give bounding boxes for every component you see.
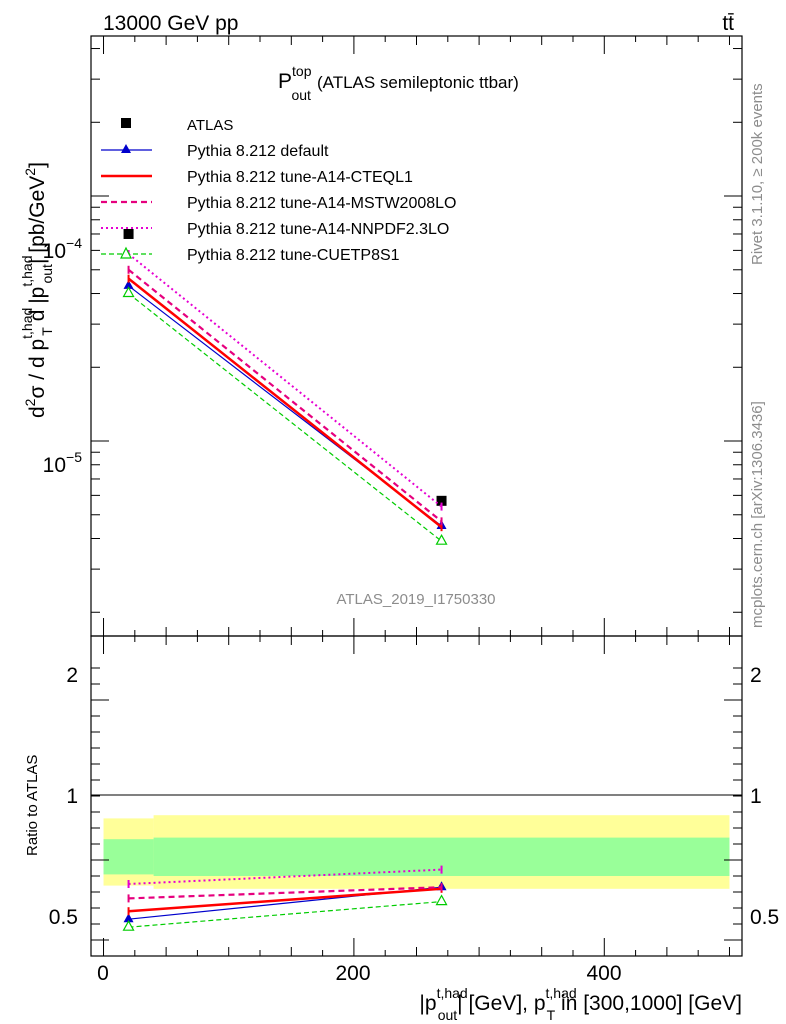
triangle-marker <box>123 279 134 289</box>
process-label: tt̄ <box>722 12 734 35</box>
ytick-label-1e-5: 10−5 <box>43 449 83 477</box>
main-y-axis-label: d2σ / d pt,had T d |pt,had out| [pb/GeV2] <box>19 162 55 418</box>
main-ticks <box>91 36 742 636</box>
ratio-ytick-05-right: 0.5 <box>750 906 779 929</box>
atlas-data-point <box>123 228 134 239</box>
svg-text:Pythia 8.212 default: Pythia 8.212 default <box>187 143 329 160</box>
main-series-line-4 <box>127 253 443 508</box>
xtick-label-200: 200 <box>335 962 370 985</box>
ratio-series-line-4 <box>128 901 442 928</box>
ratio-series-line-1 <box>128 887 442 913</box>
ratio-uncertainty-bands <box>103 815 730 889</box>
ratio-ytick-2-left: 2 <box>66 664 78 687</box>
legend-entry-mstw2008lo: Pythia 8.212 tune-A14-MSTW2008LO <box>101 195 456 212</box>
main-series <box>122 228 448 545</box>
main-panel: 10−4 10−5 Ptop out(ATLAS semileptonic ttb… <box>19 35 743 637</box>
xtick-label-0: 0 <box>97 962 109 985</box>
atlas-data-point <box>436 495 447 506</box>
triangle-open-marker <box>435 533 448 545</box>
ratio-ytick-1-right: 1 <box>750 785 762 808</box>
ratio-panel: 2 1 0.5 2 1 0.5 0 200 400 Ratio to ATLAS… <box>24 635 779 1023</box>
main-series-line-3 <box>127 268 443 523</box>
ratio-ytick-1-left: 1 <box>66 785 78 808</box>
svg-text:Pythia 8.212 tune-A14-MSTW2008: Pythia 8.212 tune-A14-MSTW2008LO <box>187 195 456 212</box>
ytick-label-1e-4: 10−4 <box>43 235 83 263</box>
mcplots-label: mcplots.cern.ch [arXiv:1306.3436] <box>749 401 766 628</box>
legend: ATLAS Pythia 8.212 default Pythia 8.212 … <box>101 117 456 264</box>
ratio-ytick-2-right: 2 <box>750 664 762 687</box>
svg-text:Pythia 8.212 tune-A14-CTEQL1: Pythia 8.212 tune-A14-CTEQL1 <box>187 169 413 186</box>
ratio-series <box>122 865 448 931</box>
ratio-ytick-05-left: 0.5 <box>49 906 78 929</box>
chart-title: Ptop out(ATLAS semileptonic ttbar) <box>278 63 519 103</box>
legend-entry-default: Pythia 8.212 default <box>101 143 329 160</box>
triangle-open-marker <box>435 894 448 906</box>
main-series-line-2 <box>127 277 443 529</box>
ratio-y-axis-label: Ratio to ATLAS <box>24 755 41 856</box>
svg-text:Pythia 8.212 tune-CUETP8S1: Pythia 8.212 tune-CUETP8S1 <box>187 247 400 264</box>
legend-entry-atlas: ATLAS <box>121 117 233 134</box>
xtick-label-400: 400 <box>586 962 621 985</box>
svg-text:Pythia 8.212 tune-A14-NNPDF2.3: Pythia 8.212 tune-A14-NNPDF2.3LO <box>187 221 449 238</box>
main-series-line-5 <box>128 293 442 542</box>
x-axis-label: |pt,had out| [GeV], pt,had T in [300,1000]… <box>419 985 742 1023</box>
triangle-marker <box>123 913 134 923</box>
svg-text:ATLAS: ATLAS <box>187 117 233 134</box>
legend-entry-cteql1: Pythia 8.212 tune-A14-CTEQL1 <box>101 169 413 186</box>
rivet-label: Rivet 3.1.10, ≥ 200k events <box>749 83 766 265</box>
legend-entry-nnpdf23lo: Pythia 8.212 tune-A14-NNPDF2.3LO <box>101 221 449 238</box>
ratio-series-line-2 <box>128 886 442 900</box>
legend-entry-cuetp8s1: Pythia 8.212 tune-CUETP8S1 <box>101 246 400 264</box>
analysis-watermark: ATLAS_2019_I1750330 <box>336 591 495 608</box>
triangle-open-marker <box>122 286 135 298</box>
main-y-tick-labels: 10−4 10−5 <box>43 235 83 477</box>
ratio-ticks <box>91 636 742 956</box>
energy-label: 13000 GeV pp <box>103 12 238 35</box>
ratio-band-green <box>103 839 154 875</box>
ratio-series-line-3 <box>128 868 442 885</box>
triangle-open-marker <box>122 919 135 931</box>
